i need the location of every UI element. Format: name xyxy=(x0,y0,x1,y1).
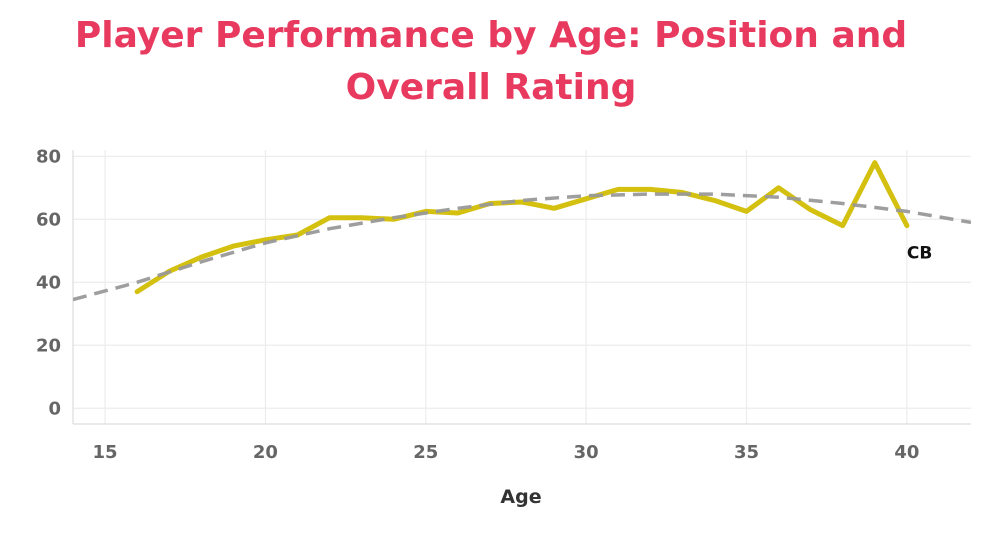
trend-line xyxy=(73,192,971,302)
grid xyxy=(72,150,971,425)
series-end-label: CB xyxy=(907,244,932,264)
x-axis-ticks: 15 20 25 30 35 40 xyxy=(93,442,920,463)
x-tick-label: 30 xyxy=(574,442,599,463)
chart-title: Player Performance by Age: Position and … xyxy=(74,15,908,108)
x-tick-label: 25 xyxy=(413,442,438,463)
x-tick-label: 20 xyxy=(253,442,278,463)
y-tick-label: 20 xyxy=(36,335,61,356)
y-tick-label: 80 xyxy=(36,146,61,167)
y-tick-label: 40 xyxy=(36,272,61,293)
x-tick-label: 40 xyxy=(894,442,919,463)
x-axis-title: Age xyxy=(500,486,541,508)
y-tick-label: 0 xyxy=(48,398,61,419)
x-tick-label: 15 xyxy=(93,442,118,463)
y-tick-label: 60 xyxy=(36,209,61,230)
series-layer: CB xyxy=(73,160,971,302)
series-line-cb xyxy=(134,160,910,295)
x-tick-label: 35 xyxy=(734,442,759,463)
y-axis-ticks: 0 20 40 60 80 xyxy=(36,146,61,419)
